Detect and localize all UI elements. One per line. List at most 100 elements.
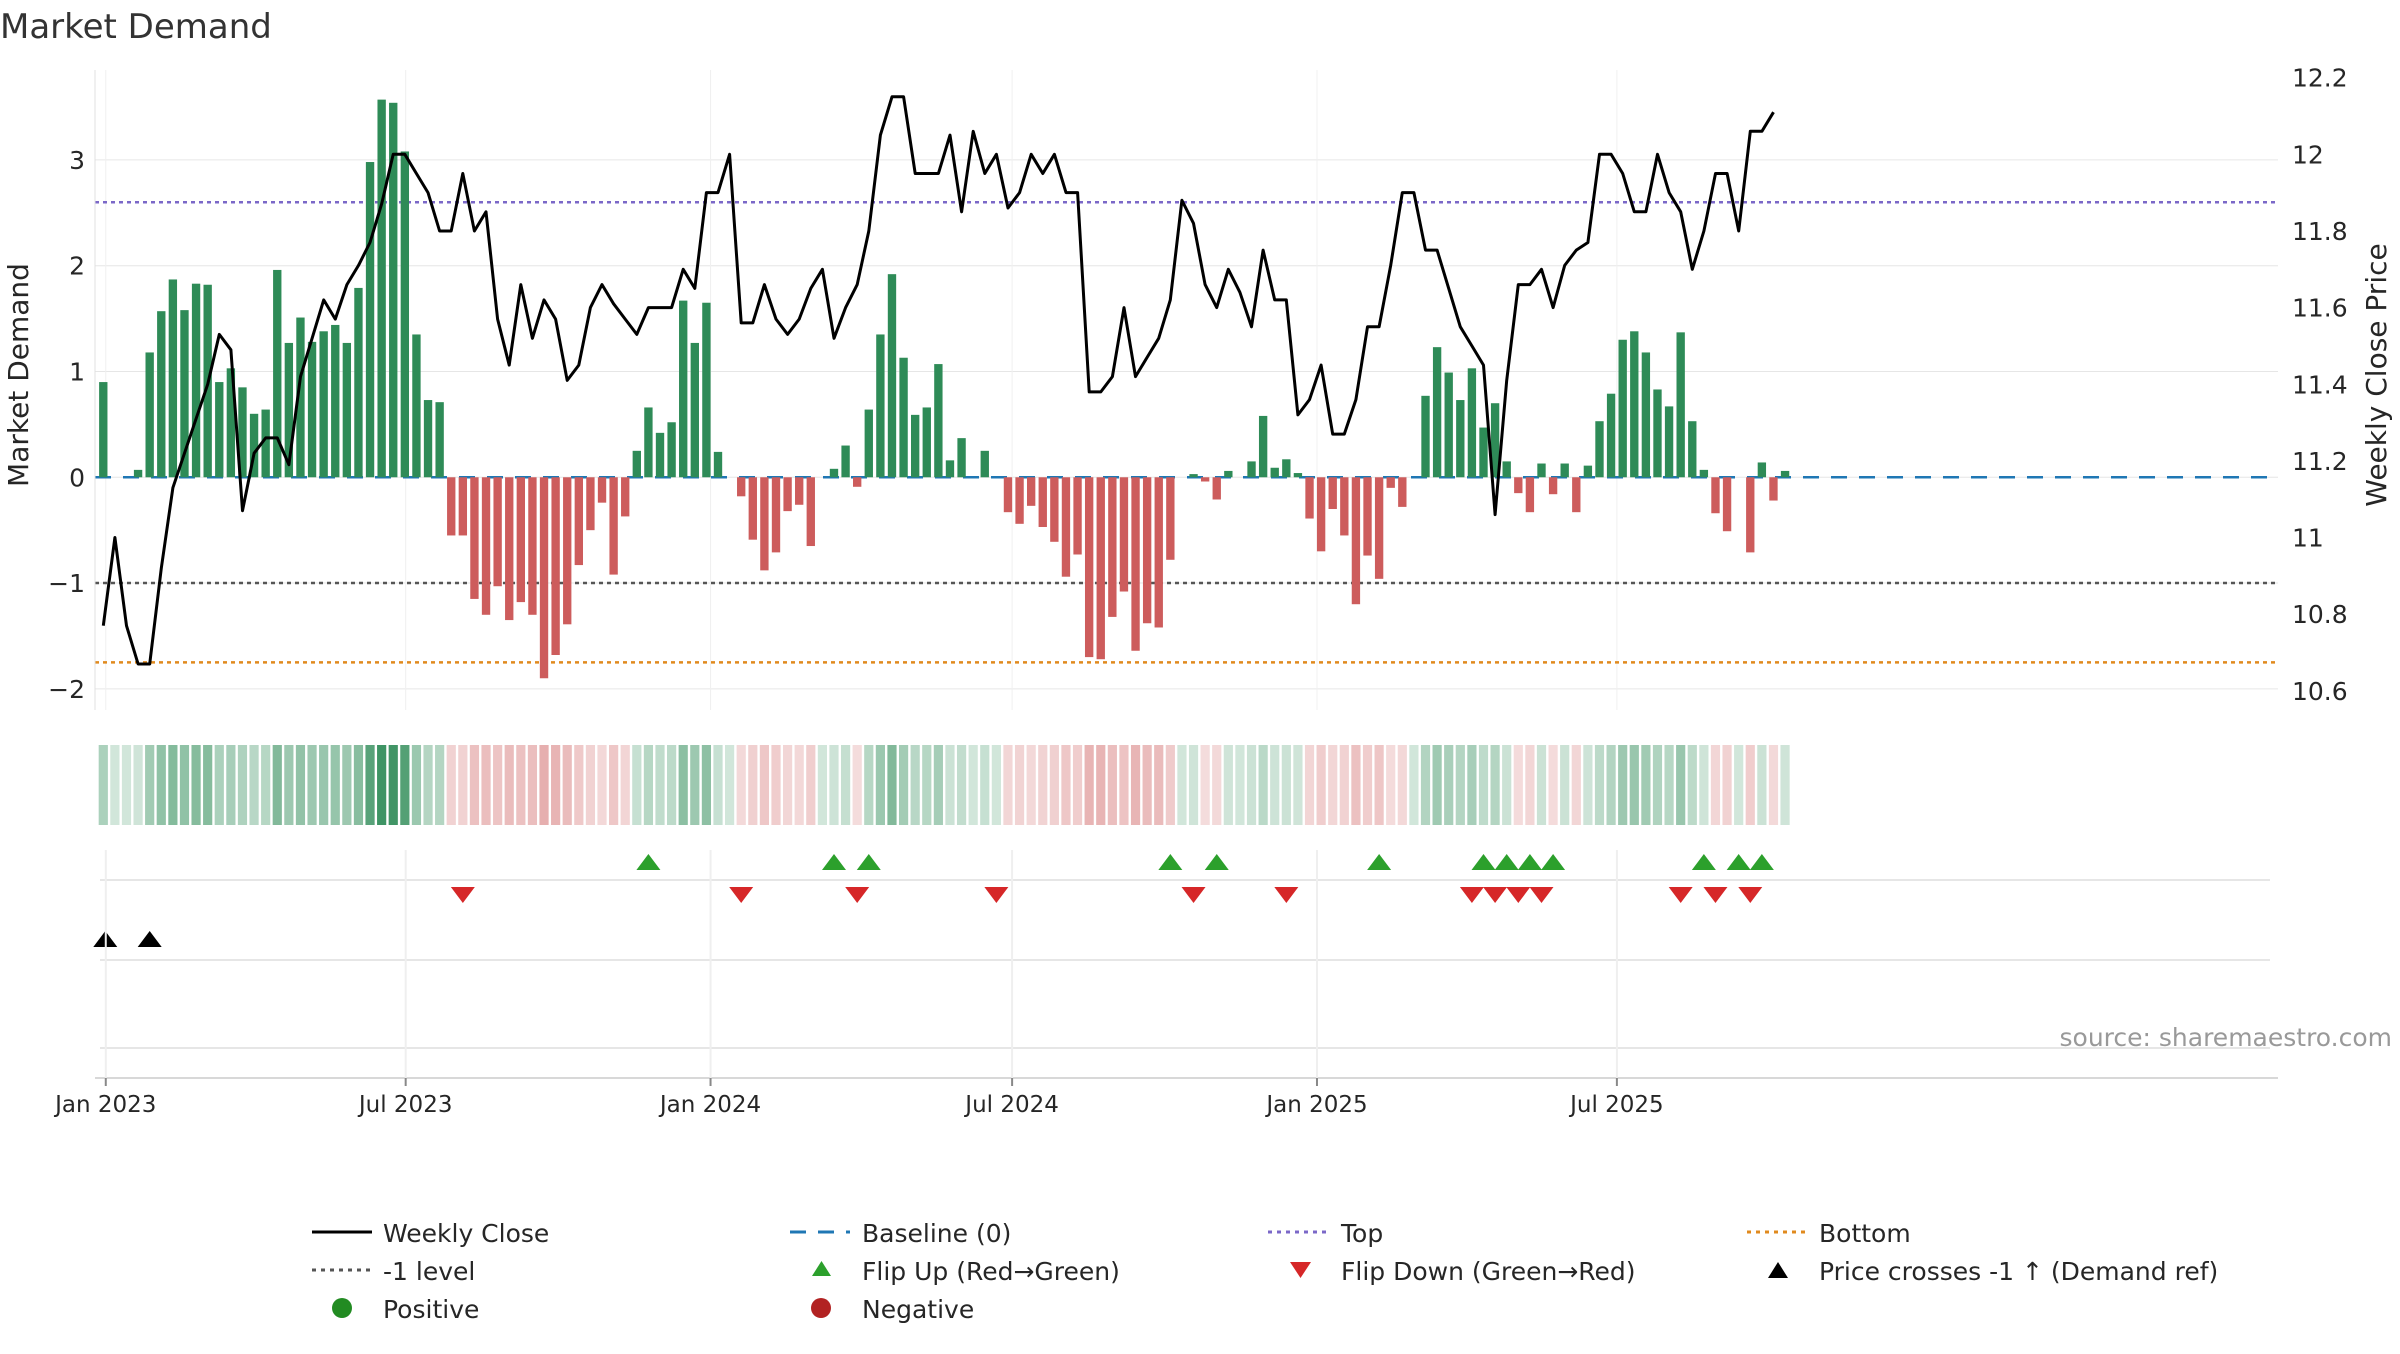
heat-cell	[655, 745, 665, 825]
flip-down-marker	[1181, 887, 1206, 903]
flip-down-marker	[729, 887, 754, 903]
demand-bar	[1618, 339, 1627, 478]
heat-cell	[1606, 745, 1616, 825]
lower-panels-grid	[95, 850, 2278, 1079]
heat-cell	[1397, 745, 1407, 825]
heat-cell	[1444, 745, 1454, 825]
demand-bar	[1490, 403, 1500, 478]
heat-cell	[1177, 745, 1187, 825]
heat-cell	[249, 745, 259, 825]
flip-down-marker	[1703, 887, 1728, 903]
flip-up-marker	[856, 854, 881, 870]
heat-cell	[620, 745, 630, 825]
flip-up-legend-triangle-icon	[812, 1261, 831, 1276]
heat-cell	[1119, 745, 1129, 825]
demand-bar	[1769, 477, 1778, 501]
heat-cell	[678, 745, 688, 825]
demand-bar	[412, 334, 421, 478]
demand-bar	[621, 477, 630, 517]
demand-bar	[1212, 477, 1221, 500]
flip-down-marker	[1529, 887, 1554, 903]
demand-bar	[516, 477, 526, 603]
demand-bar	[1606, 393, 1616, 478]
heat-cell	[713, 745, 723, 825]
heat-cell	[261, 745, 271, 825]
price-cross-markers	[93, 931, 162, 947]
demand-bar	[215, 382, 224, 478]
right-axis: 10.6 10.8 11 11.2 11.4 11.6 11.8 12 12.2	[2292, 64, 2348, 706]
heat-cell	[295, 745, 306, 825]
heat-cell	[1188, 745, 1199, 825]
demand-bar	[702, 302, 711, 478]
demand-bar	[1583, 465, 1593, 478]
heat-cell	[156, 745, 166, 825]
heat-cell	[632, 745, 642, 825]
demand-bar	[1015, 477, 1024, 524]
demand-bar	[1560, 463, 1569, 478]
flip-up-marker	[821, 854, 846, 870]
heat-cell	[1351, 745, 1361, 825]
price-cross-marker	[137, 931, 162, 947]
heat-cell	[319, 745, 329, 825]
y-right-tick-label: 11.2	[2292, 447, 2348, 476]
demand-bar	[1456, 400, 1465, 478]
heat-cell	[504, 745, 514, 825]
weekly-close-line	[101, 95, 1775, 666]
heat-cell	[1154, 745, 1164, 825]
demand-bar	[1200, 477, 1210, 482]
heat-cell	[284, 745, 294, 825]
flip-up-marker	[1204, 854, 1229, 870]
demand-bar	[1026, 477, 1036, 506]
price-cross-legend-triangle-icon	[1768, 1262, 1788, 1278]
heat-cell	[1513, 745, 1523, 825]
flip-down-marker	[984, 887, 1009, 903]
heat-cell	[1502, 745, 1512, 825]
y-axis-label-left: Market Demand	[2, 263, 35, 487]
demand-bar	[1096, 477, 1105, 660]
y-right-tick-label: 11	[2292, 524, 2324, 553]
demand-bar	[748, 477, 757, 540]
heat-cell	[1235, 745, 1245, 825]
demand-bar	[1421, 395, 1430, 478]
heat-cell	[817, 745, 827, 825]
source-label: source: sharemaestro.com	[2060, 1023, 2393, 1052]
heat-cell	[1386, 745, 1396, 825]
heat-cell	[145, 745, 155, 825]
heat-cell	[782, 745, 793, 825]
demand-bar	[1316, 477, 1326, 552]
demand-bar	[1653, 389, 1662, 478]
demand-bar	[1166, 477, 1175, 560]
demand-bar	[238, 387, 247, 478]
heat-cell	[551, 745, 561, 825]
demand-bar	[458, 477, 468, 536]
heat-cell	[342, 745, 352, 825]
flip-down-marker	[845, 887, 870, 903]
heat-cell	[991, 745, 1001, 825]
demand-bar	[574, 477, 583, 566]
heat-cell	[1722, 745, 1732, 825]
flip-down-marker	[1459, 887, 1484, 903]
heat-cell	[1780, 745, 1790, 825]
demand-bar	[945, 460, 955, 478]
heat-cell	[1525, 745, 1535, 825]
y-right-tick-label: 10.6	[2292, 677, 2348, 706]
heat-cell	[1072, 745, 1083, 825]
heat-cell	[423, 745, 433, 825]
heat-cell	[1142, 745, 1152, 825]
flip-down-marker	[1274, 887, 1299, 903]
heat-cell	[898, 745, 909, 825]
heat-cell	[237, 745, 248, 825]
heat-cell	[1339, 745, 1349, 825]
y-tick-label: 3	[69, 146, 85, 175]
demand-bar	[1595, 421, 1604, 478]
heat-cell	[1652, 745, 1663, 825]
demand-bars	[99, 99, 1790, 679]
heat-cell	[725, 745, 735, 825]
demand-bar	[307, 341, 317, 478]
demand-bar	[1050, 477, 1059, 542]
heat-cell	[1757, 745, 1767, 825]
demand-bar	[1572, 477, 1581, 513]
legend-label: Weekly Close	[383, 1219, 549, 1248]
heat-cell	[748, 745, 758, 825]
